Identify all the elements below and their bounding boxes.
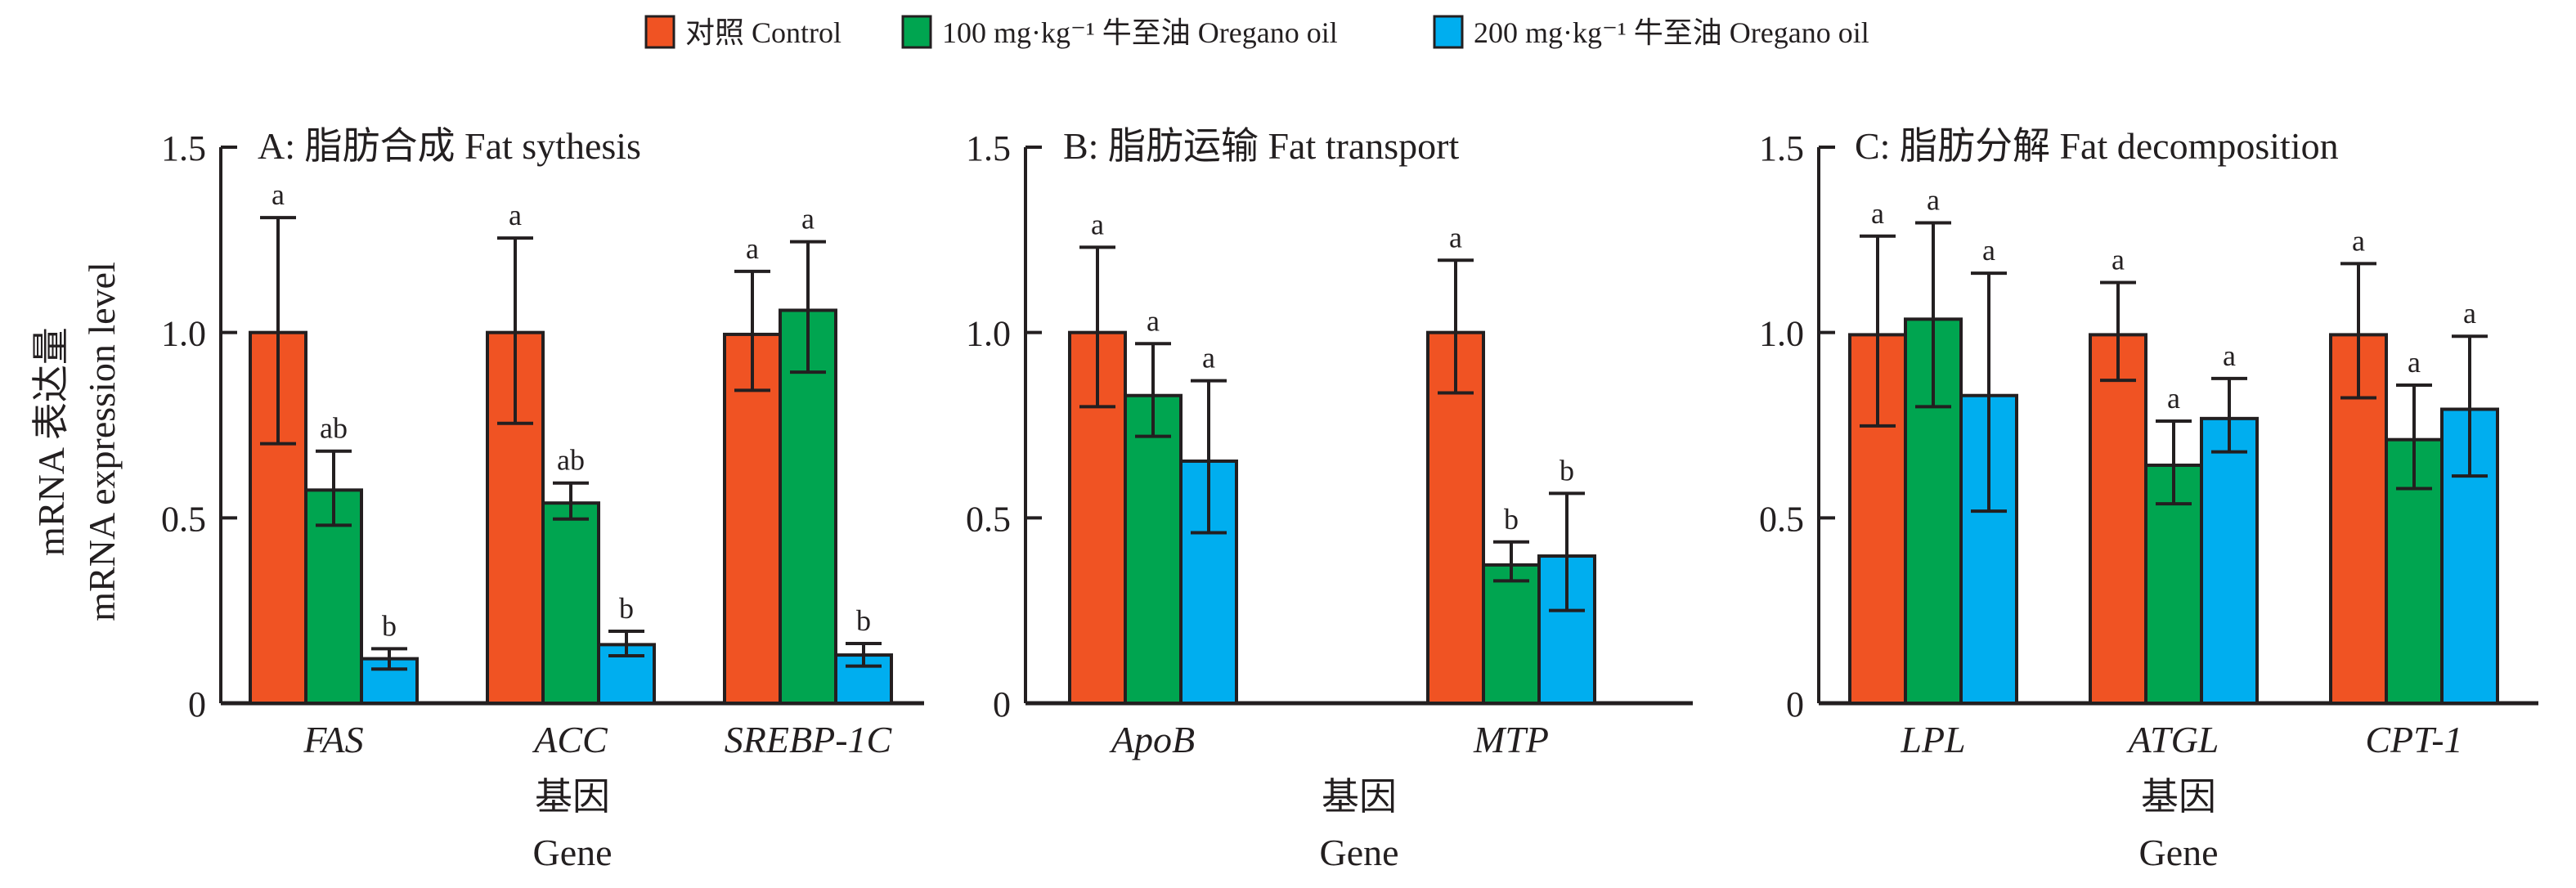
significance-label: a	[1449, 221, 1462, 253]
y-tick-label: 1.5	[966, 128, 1011, 168]
legend-swatch	[901, 15, 932, 49]
y-tick-label: 0	[188, 684, 206, 724]
bar-group-cpt-1: a a a CPT-1	[2329, 224, 2499, 760]
y-tick-label: 0.5	[161, 499, 206, 539]
x-tick-label: CPT-1	[2365, 719, 2462, 760]
significance-label: a	[1091, 208, 1104, 240]
y-tick-label: 1.5	[161, 128, 206, 168]
bar-group-acc: a ab b ACC	[486, 199, 656, 760]
bar-group-mtp: a b b MTP	[1426, 221, 1596, 760]
significance-label: b	[856, 604, 871, 637]
x-axis-title-cn: 基因	[1322, 776, 1397, 818]
significance-label: a	[272, 178, 285, 211]
y-tick-label: 1.5	[1759, 128, 1804, 168]
y-tick-label: 0	[993, 684, 1011, 724]
significance-label: ab	[557, 444, 585, 477]
significance-label: ab	[320, 412, 348, 445]
legend: 对照 Control 100 mg·kg⁻¹ 牛至油 Oregano oil 200…	[644, 15, 1869, 49]
legend-item: 对照 Control	[644, 15, 841, 49]
bar-group-fas: a ab b FAS	[249, 178, 419, 760]
bar	[2440, 407, 2499, 705]
bar-group-srebp-1c: a a b SREBP-1C	[723, 203, 893, 760]
significance-label: a	[2463, 297, 2476, 330]
y-tick-label: 0	[1786, 684, 1804, 724]
bar	[1124, 393, 1183, 705]
x-tick-label: SREBP-1C	[725, 719, 893, 760]
bar	[2089, 333, 2147, 705]
bar-group-apob: a a a ApoB	[1068, 208, 1238, 760]
bar	[2200, 416, 2259, 705]
significance-label: a	[509, 199, 522, 231]
x-tick-label: ACC	[532, 719, 608, 760]
significance-label: b	[1504, 503, 1519, 536]
panels: A: 脂肪合成 Fat sythesis00.51.01.5aabbFASaab…	[161, 125, 2538, 873]
significance-label: a	[2408, 346, 2421, 379]
bar-group-atgl: a a a ATGL	[2089, 243, 2259, 760]
significance-label: a	[1927, 183, 1940, 216]
x-tick-label: ApoB	[1109, 719, 1195, 760]
x-axis-title-en: Gene	[1319, 832, 1398, 873]
significance-label: a	[1202, 342, 1215, 374]
x-axis-title-en: Gene	[532, 832, 612, 873]
significance-label: a	[1147, 304, 1160, 337]
significance-label: a	[2112, 243, 2125, 276]
bar	[779, 308, 837, 705]
bar-group-lpl: a a a LPL	[1848, 183, 2018, 760]
y-tick-label: 1.0	[966, 314, 1011, 354]
x-axis-title-cn: 基因	[535, 776, 610, 818]
x-tick-label: ATGL	[2126, 719, 2219, 760]
y-tick-label: 0.5	[1759, 499, 1804, 539]
panel-title: B: 脂肪运输 Fat transport	[1063, 125, 1459, 167]
significance-label: b	[382, 609, 397, 642]
panel-b: B: 脂肪运输 Fat transport 0 0.5 1.0 1.5 a a a ApoB a b…	[966, 125, 1693, 873]
legend-label: 200 mg·kg⁻¹ 牛至油 Oregano oil	[1474, 16, 1869, 49]
panel-title: C: 脂肪分解 Fat decomposition	[1855, 125, 2339, 167]
significance-label: b	[1560, 454, 1574, 487]
y-axis-title-en: mRNA expression level	[81, 262, 123, 621]
legend-swatch	[644, 15, 675, 49]
bar	[1482, 563, 1541, 706]
legend-item: 100 mg·kg⁻¹ 牛至油 Oregano oil	[901, 15, 1338, 49]
significance-label: b	[619, 592, 634, 625]
panel-a: A: 脂肪合成 Fat sythesis00.51.01.5aabbFASaab…	[161, 125, 924, 873]
significance-label: a	[2167, 382, 2180, 415]
legend-swatch	[1433, 15, 1464, 49]
significance-label: a	[2223, 339, 2236, 372]
bar	[541, 501, 600, 706]
significance-label: a	[2352, 224, 2365, 257]
significance-label: a	[1982, 234, 1995, 267]
significance-label: a	[1871, 197, 1884, 230]
x-axis-title-cn: 基因	[2141, 776, 2216, 818]
x-tick-label: LPL	[1900, 719, 1965, 760]
x-tick-label: FAS	[303, 719, 363, 760]
significance-label: a	[746, 232, 759, 265]
y-axis-title-cn: mRNA 表达量	[30, 327, 72, 556]
panel-title: A: 脂肪合成 Fat sythesis	[258, 125, 641, 167]
x-axis-title-en: Gene	[2138, 832, 2218, 873]
legend-item: 200 mg·kg⁻¹ 牛至油 Oregano oil	[1433, 15, 1869, 49]
legend-label: 对照 Control	[685, 16, 841, 49]
legend-label: 100 mg·kg⁻¹ 牛至油 Oregano oil	[942, 16, 1338, 49]
bar	[1426, 330, 1485, 705]
panel-c: C: 脂肪分解 Fat decomposition 0 0.5 1.0 1.5 a a a LP…	[1759, 125, 2538, 873]
x-tick-label: MTP	[1473, 719, 1549, 760]
y-tick-label: 1.0	[1759, 314, 1804, 354]
y-tick-label: 0.5	[966, 499, 1011, 539]
y-tick-label: 1.0	[161, 314, 206, 354]
significance-label: a	[801, 203, 815, 235]
y-axis-title: mRNA 表达量 mRNA expression level	[30, 262, 123, 621]
